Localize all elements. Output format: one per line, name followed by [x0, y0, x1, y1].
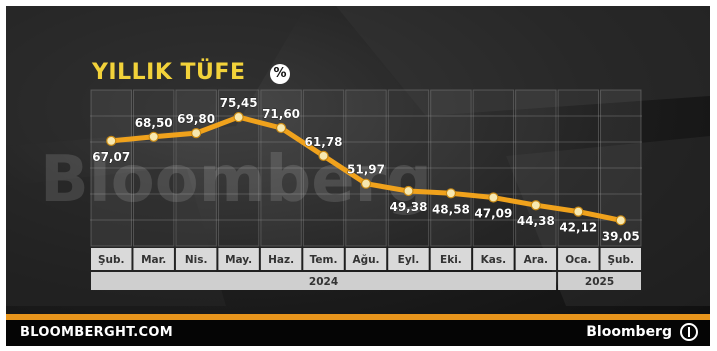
line-chart: Bloomberg Şub. Mar. Nis. May. Haz. Tem. Ağu. Ey…	[40, 89, 642, 290]
data-label: 42,12	[559, 221, 597, 235]
grid-column	[430, 89, 472, 247]
chart-title: YILLIK TÜFE	[92, 60, 246, 85]
grid-column	[302, 89, 345, 247]
data-point	[148, 131, 159, 142]
data-point	[488, 192, 499, 203]
data-label: 69,80	[177, 112, 215, 126]
data-point	[360, 178, 372, 189]
bloomberg-globe-icon	[680, 323, 698, 341]
data-label: 71,60	[262, 107, 300, 121]
x-tick-label: Ara.	[524, 254, 548, 266]
data-point	[530, 200, 541, 211]
data-label: 47,09	[474, 207, 512, 221]
data-label: 39,05	[602, 229, 640, 243]
category-cell	[175, 248, 217, 270]
category-cell	[558, 248, 599, 270]
data-point	[233, 111, 244, 123]
data-label: 51,97	[347, 163, 385, 177]
footer-accent-band	[6, 314, 710, 320]
data-label: 68,50	[135, 116, 173, 130]
data-label: 67,07	[92, 150, 130, 164]
grid-column	[175, 89, 217, 247]
grid-column	[557, 89, 600, 247]
x-tick-label: Şub.	[98, 254, 125, 266]
x-tick-label: Haz.	[268, 254, 294, 266]
data-labels: 67,07 68,50 69,80 75,45 71,60 61,78 51,97 49,38…	[92, 96, 640, 244]
year-band	[91, 272, 557, 290]
category-cell	[430, 248, 472, 270]
category-cell	[133, 248, 174, 270]
data-label: 75,45	[220, 96, 258, 110]
category-cell	[515, 248, 557, 270]
category-cell	[388, 248, 429, 270]
year-band	[558, 272, 641, 290]
year-label: 2024	[309, 276, 338, 288]
grid-column	[387, 89, 430, 247]
grid-column	[260, 89, 302, 247]
data-point	[445, 188, 457, 199]
x-tick-label: Eki.	[440, 254, 462, 266]
x-tick-label: Ağu.	[352, 254, 379, 266]
grid-column	[90, 89, 132, 247]
site-url: BLOOMBERGHT.COM	[20, 325, 173, 340]
x-tick-label: Şub.	[607, 254, 634, 266]
footer-bar: BLOOMBERGHT.COM Bloomberg	[6, 320, 710, 346]
data-point	[275, 122, 287, 134]
data-point	[191, 128, 202, 139]
chart-grid	[90, 89, 642, 247]
category-cell	[473, 248, 514, 270]
data-label: 49,38	[389, 200, 427, 214]
x-tick-label: Eyl.	[398, 254, 420, 266]
data-label: 61,78	[305, 135, 343, 149]
x-axis: Şub. Mar. Nis. May. Haz. Tem. Ağu. Eyl. Eki. Kas.…	[91, 248, 641, 290]
data-label: 44,38	[517, 214, 555, 228]
grid-column	[345, 89, 387, 247]
x-tick-label: Tem.	[310, 254, 338, 266]
year-label: 2025	[585, 276, 614, 288]
data-point	[615, 215, 626, 226]
chart-frame: Bloomberg Şub. Mar. Nis. May. Haz. Tem. Ağu. Ey…	[6, 6, 710, 346]
category-cell	[345, 248, 387, 270]
data-label: 48,58	[432, 202, 470, 216]
data-point	[573, 206, 584, 217]
grid-column	[472, 89, 515, 247]
category-cell	[303, 248, 344, 270]
grid-column	[515, 89, 557, 247]
brand-name: Bloomberg	[586, 324, 672, 340]
data-points	[106, 111, 626, 226]
category-cell	[600, 248, 641, 270]
x-tick-label: May.	[225, 254, 252, 266]
data-point	[106, 135, 117, 146]
category-cell	[91, 248, 132, 270]
x-tick-label: Oca.	[565, 254, 591, 266]
x-tick-label: Nis.	[185, 254, 208, 266]
percent-badge: %	[270, 64, 290, 84]
category-cell	[260, 248, 302, 270]
background-pattern	[6, 6, 710, 306]
x-tick-label: Kas.	[481, 254, 506, 266]
data-point	[318, 150, 329, 161]
data-point	[403, 185, 414, 197]
grid-column	[132, 89, 175, 247]
x-tick-label: Mar.	[141, 254, 166, 266]
category-cell	[218, 248, 259, 270]
